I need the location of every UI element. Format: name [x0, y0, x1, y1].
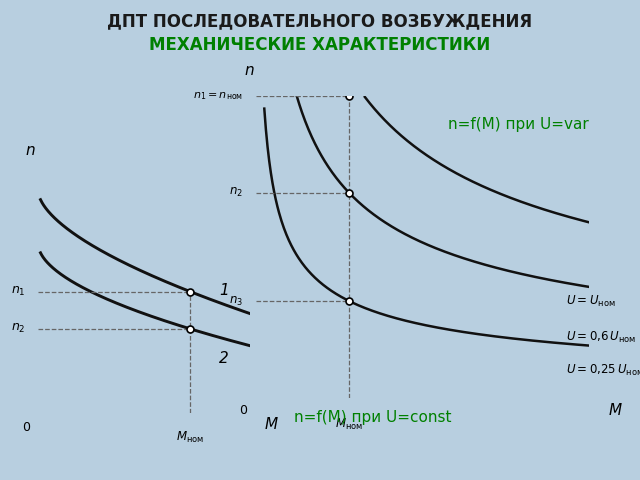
- Text: 2: 2: [220, 351, 229, 366]
- Text: $U = 0{,}6\,U_{\rm ном}$: $U = 0{,}6\,U_{\rm ном}$: [566, 330, 636, 345]
- Text: 1: 1: [220, 283, 229, 298]
- Text: M: M: [264, 417, 278, 432]
- Text: ДПТ ПОСЛЕДОВАТЕЛЬНОГО ВОЗБУЖДЕНИЯ: ДПТ ПОСЛЕДОВАТЕЛЬНОГО ВОЗБУЖДЕНИЯ: [108, 12, 532, 30]
- Text: $n_1{=}n_{\rm ном}$: $n_1{=}n_{\rm ном}$: [193, 90, 243, 102]
- Text: МЕХАНИЧЕСКИЕ ХАРАКТЕРИСТИКИ: МЕХАНИЧЕСКИЕ ХАРАКТЕРИСТИКИ: [149, 36, 491, 54]
- Text: 0: 0: [239, 404, 246, 417]
- Text: $M_{\rm ном}$: $M_{\rm ном}$: [335, 417, 364, 432]
- Text: $U = 0{,}25\,U_{\rm ном}$: $U = 0{,}25\,U_{\rm ном}$: [566, 363, 640, 378]
- Text: n=f(M) при U=var: n=f(M) при U=var: [448, 117, 589, 132]
- Text: 0: 0: [22, 420, 29, 434]
- Text: $U = U_{\rm ном}$: $U = U_{\rm ном}$: [566, 294, 615, 309]
- Text: $n_2$: $n_2$: [229, 186, 243, 199]
- Text: $n_2$: $n_2$: [11, 323, 26, 336]
- Text: M: M: [609, 403, 622, 418]
- Text: $M_{\rm ном}$: $M_{\rm ном}$: [177, 430, 205, 444]
- Text: $n_1$: $n_1$: [11, 285, 26, 298]
- Text: n=f(M) при U=const: n=f(M) при U=const: [294, 410, 452, 425]
- Text: n: n: [25, 144, 35, 158]
- Text: n: n: [244, 63, 254, 78]
- Text: $n_3$: $n_3$: [228, 295, 243, 308]
